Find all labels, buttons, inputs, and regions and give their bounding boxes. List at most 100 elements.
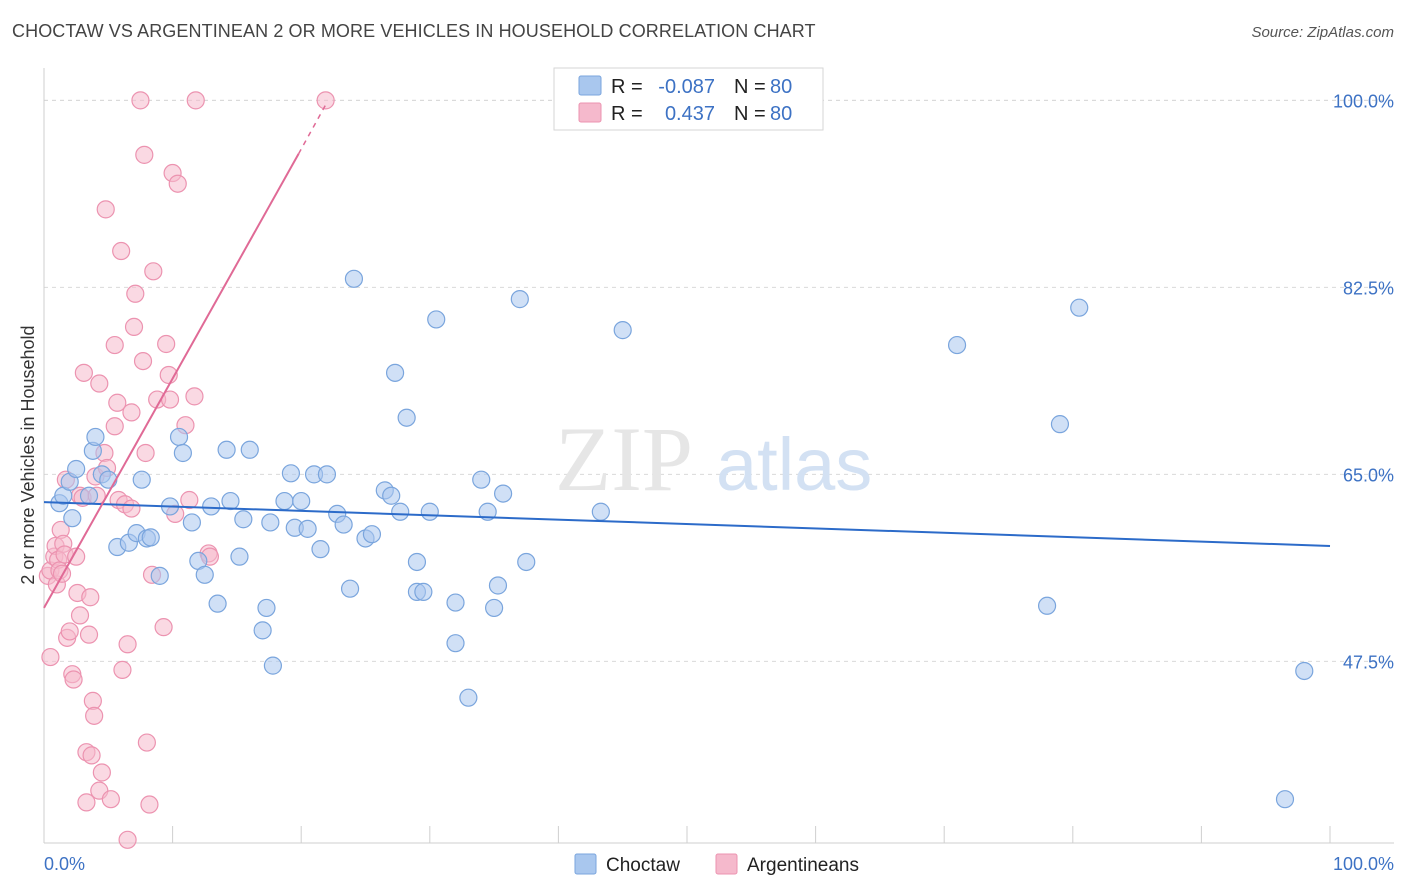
argentinean-point	[113, 660, 132, 679]
argentinean-trend-line-extension	[297, 102, 328, 155]
choctaw-point	[257, 598, 276, 618]
choctaw-point	[446, 593, 465, 612]
bottom-legend-label-choctaw: Choctaw	[606, 855, 680, 876]
x-tick-label-min: 0.0%	[44, 854, 85, 874]
legend-n-label-argentinean: N =	[734, 103, 766, 125]
choctaw-point	[334, 515, 353, 534]
choctaw-point	[591, 502, 610, 521]
choctaw-point	[141, 528, 160, 547]
choctaw-point	[488, 576, 508, 595]
bottom-legend-label-argentinean: Argentineans	[747, 855, 859, 876]
argentinean-point	[108, 393, 127, 412]
y-axis-title: 2 or more Vehicles in Household	[18, 325, 38, 584]
choctaw-point	[478, 502, 497, 521]
choctaw-point	[263, 656, 283, 675]
argentinean-point	[118, 830, 137, 849]
choctaw-point	[446, 634, 465, 653]
argentinean-point	[79, 625, 99, 644]
argentinean-point	[122, 403, 141, 422]
choctaw-point	[253, 621, 272, 640]
legend-swatch-choctaw	[578, 75, 602, 96]
argentinean-point	[118, 635, 137, 654]
argentinean-point	[122, 499, 141, 518]
choctaw-point	[99, 470, 118, 489]
choctaw-point	[132, 470, 151, 489]
x-tick-labels: 0.0% 100.0%	[44, 854, 1394, 874]
choctaw-trend-line	[43, 501, 1331, 547]
y-tick-label: 65.0%	[1343, 465, 1394, 485]
bottom-legend: Choctaw Argentineans	[574, 853, 859, 876]
argentinean-point	[105, 417, 124, 436]
choctaw-point	[420, 502, 439, 521]
watermark-atlas: atlas	[716, 423, 872, 506]
bottom-legend-swatch-argentinean	[715, 853, 738, 875]
legend: R = -0.087 N = 80 R = 0.437 N = 80	[553, 67, 824, 131]
legend-n-value-argentinean: 80	[770, 103, 792, 125]
argentinean-point	[83, 691, 102, 710]
argentinean-point	[168, 174, 187, 193]
choctaw-point	[173, 443, 192, 463]
choctaw-point	[1275, 790, 1295, 809]
argentinean-point	[52, 564, 72, 583]
choctaw-point	[494, 484, 513, 503]
legend-r-value-argentinean: 0.437	[665, 103, 715, 125]
source-label: Source: ZipAtlas.com	[1251, 24, 1394, 41]
choctaw-point	[150, 566, 169, 585]
choctaw-point	[407, 552, 427, 572]
argentinean-point	[133, 351, 153, 371]
choctaw-point	[234, 510, 253, 529]
y-tick-label: 100.0%	[1333, 91, 1394, 111]
argentinean-point	[186, 91, 205, 110]
choctaw-point	[382, 486, 401, 505]
choctaw-point	[340, 579, 360, 598]
argentinean-point	[82, 746, 101, 765]
bottom-legend-swatch-choctaw	[574, 853, 597, 875]
choctaw-point	[362, 525, 382, 544]
choctaw-point	[63, 509, 82, 528]
x-tick-label-max: 100.0%	[1333, 854, 1394, 874]
choctaw-point	[397, 408, 416, 427]
choctaw-point	[385, 363, 405, 382]
y-tick-label: 47.5%	[1343, 652, 1394, 672]
argentinean-point	[124, 317, 144, 336]
choctaw-point	[79, 486, 99, 505]
trend-lines	[43, 102, 1331, 609]
choctaw-point	[1050, 415, 1070, 434]
argentinean-point	[316, 91, 335, 110]
argentinean-point	[126, 284, 145, 303]
watermark: ZIP atlas	[555, 408, 872, 510]
choctaw-point	[217, 440, 236, 459]
choctaw-point	[1070, 298, 1089, 317]
gridlines	[44, 99, 1394, 662]
argentinean-point	[105, 335, 124, 355]
choctaw-point	[517, 552, 536, 572]
choctaw-point	[459, 688, 478, 707]
argentinean-point	[101, 790, 120, 809]
choctaw-point	[86, 427, 105, 447]
choctaw-point	[67, 459, 86, 479]
watermark-zip: ZIP	[555, 408, 693, 510]
choctaw-point	[1295, 661, 1314, 681]
choctaw-point	[311, 540, 330, 559]
argentinean-point	[41, 647, 60, 667]
x-axis-ticks	[172, 826, 1331, 843]
axes	[43, 68, 1394, 844]
argentinean-point	[157, 334, 176, 354]
legend-swatch-argentinean	[578, 102, 602, 123]
argentinean-point	[180, 490, 199, 510]
choctaw-point	[510, 290, 529, 309]
argentinean-point	[85, 706, 104, 725]
argentinean-point	[112, 241, 131, 261]
argentinean-point	[60, 622, 79, 641]
choctaw-point	[182, 513, 201, 532]
legend-n-label-choctaw: N =	[734, 76, 766, 98]
choctaw-point	[427, 310, 446, 329]
choctaw-points	[50, 269, 1314, 809]
legend-r-value-choctaw: -0.087	[658, 76, 715, 98]
choctaw-point	[240, 440, 259, 459]
choctaw-point	[208, 594, 227, 613]
choctaw-point	[261, 513, 280, 532]
argentinean-point	[140, 795, 159, 814]
argentinean-point	[135, 145, 154, 164]
